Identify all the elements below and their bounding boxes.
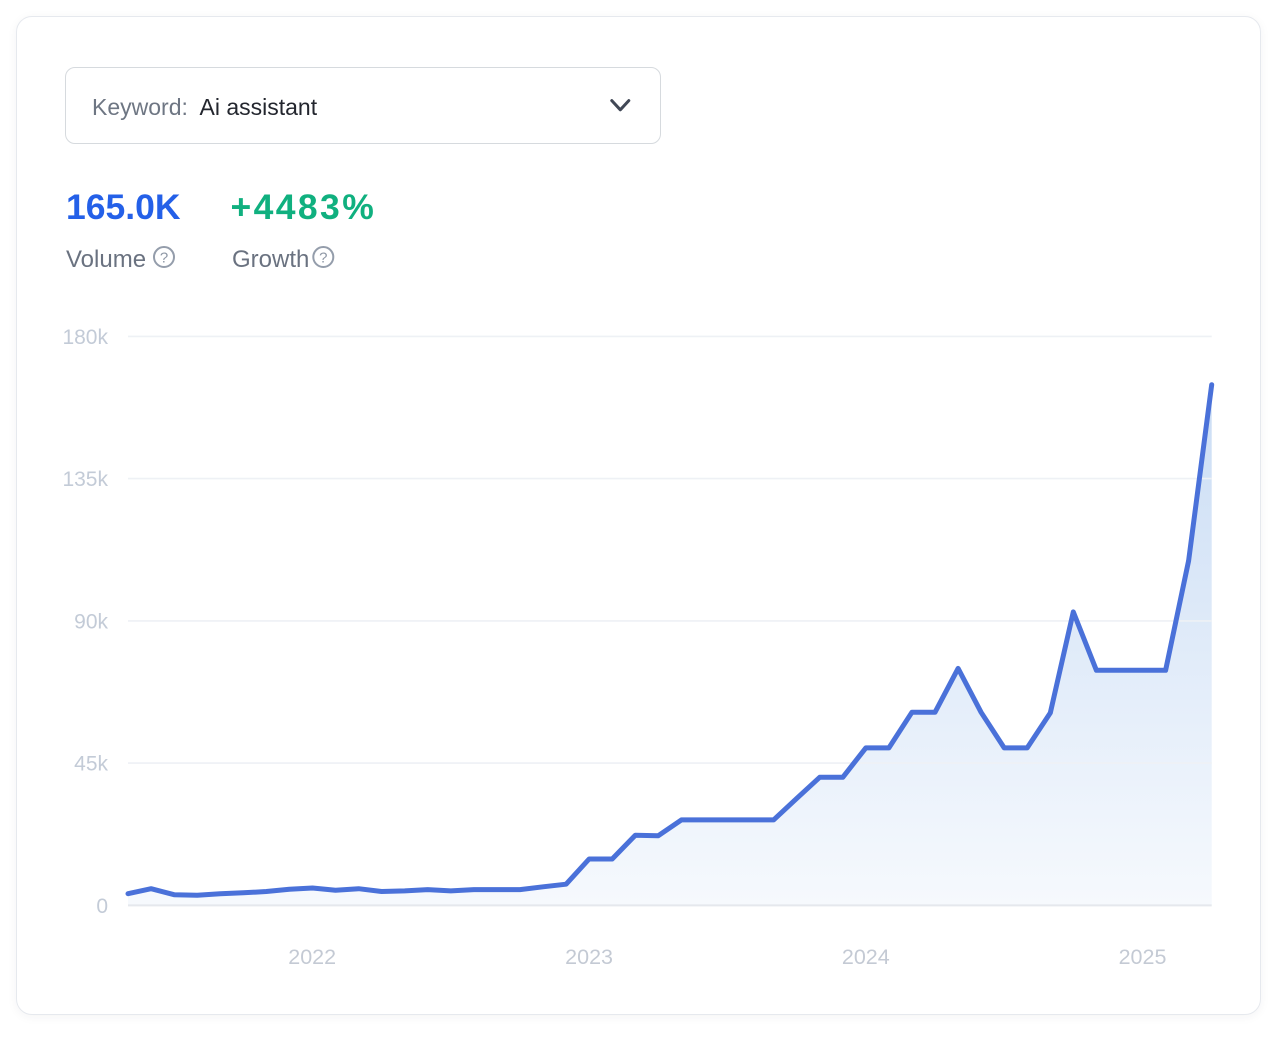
svg-text:Volume: Volume [66, 246, 146, 273]
svg-text:2024: 2024 [842, 945, 890, 969]
svg-text:?: ? [319, 250, 327, 267]
svg-text:135k: 135k [62, 468, 108, 491]
svg-text:180k: 180k [62, 326, 108, 349]
svg-text:+4483%: +4483% [231, 187, 377, 227]
svg-text:2025: 2025 [1119, 945, 1167, 969]
svg-text:165.0K: 165.0K [66, 187, 181, 227]
svg-text:90k: 90k [74, 611, 108, 634]
svg-text:Ai assistant: Ai assistant [200, 94, 318, 120]
svg-text:?: ? [160, 250, 168, 267]
svg-text:Growth: Growth [232, 246, 309, 273]
svg-text:2022: 2022 [288, 945, 336, 969]
svg-text:0: 0 [96, 895, 108, 918]
svg-text:45k: 45k [74, 753, 108, 776]
svg-text:2023: 2023 [565, 945, 613, 969]
svg-text:Keyword:: Keyword: [92, 94, 188, 120]
